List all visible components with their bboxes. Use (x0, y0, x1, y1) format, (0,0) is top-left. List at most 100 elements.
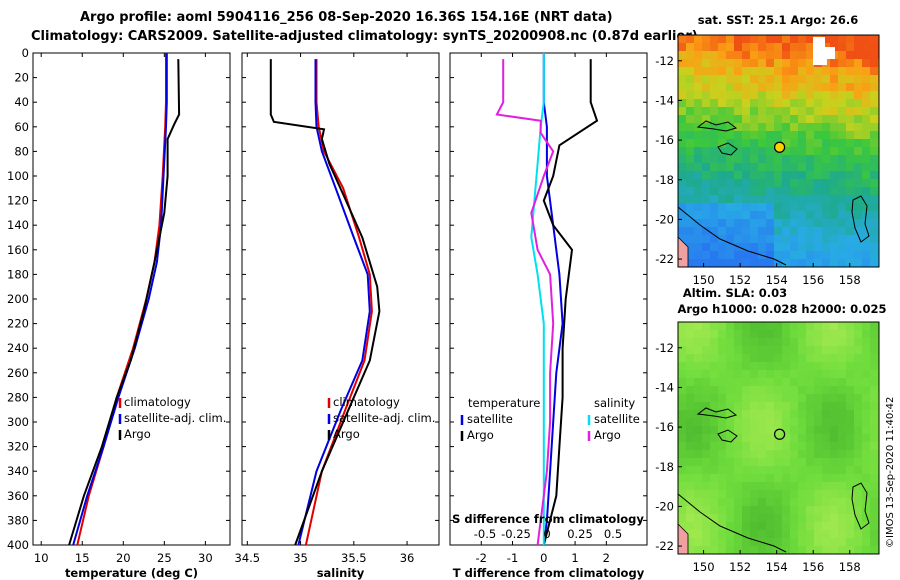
sla-cell (758, 442, 767, 451)
sst-cell (814, 115, 823, 124)
sla-cell (718, 418, 727, 427)
sla-cell (806, 458, 815, 467)
sst-cell (846, 179, 855, 188)
sst-cell (686, 163, 695, 172)
sla-cell (854, 514, 863, 523)
sla-cell (734, 346, 743, 355)
sla-cell (854, 370, 863, 379)
sst-cell (726, 147, 735, 156)
sst-cell (854, 51, 863, 60)
sla-cell (702, 402, 711, 411)
sst-cell (678, 195, 687, 204)
sla-cell (838, 546, 847, 554)
sst-cell (742, 155, 751, 164)
sst-cell (798, 163, 807, 172)
sst-cell (694, 35, 703, 44)
sla-cell (862, 426, 871, 435)
sla-cell (854, 322, 863, 331)
sst-cell (710, 67, 719, 76)
sst-cell (870, 243, 879, 252)
sst-cell (702, 251, 711, 260)
sst-cell (734, 147, 743, 156)
sla-cell (854, 490, 863, 499)
sst-cell (678, 99, 687, 108)
sla-cell (790, 490, 799, 499)
sla-cell (686, 394, 695, 403)
sla-cell (790, 498, 799, 507)
sst-cell (758, 51, 767, 60)
sla-cell (702, 466, 711, 475)
sla-cell (870, 434, 879, 443)
sst-cell (798, 139, 807, 148)
sla-cell (782, 418, 791, 427)
sst-cell (830, 235, 839, 244)
sst-cell (838, 163, 847, 172)
sst-cell (734, 251, 743, 260)
sst-cell (846, 51, 855, 60)
sst-cell (822, 235, 831, 244)
sla-cell (702, 426, 711, 435)
sst-cell (782, 155, 791, 164)
sla-cell (702, 322, 711, 331)
sla-cell (862, 538, 871, 547)
sla-cell (758, 402, 767, 411)
sst-cell (870, 43, 879, 52)
sla-cell (790, 442, 799, 451)
sla-cell (774, 482, 783, 491)
sla-cell (718, 474, 727, 483)
sla-cell (838, 450, 847, 459)
sla-cell (806, 490, 815, 499)
sla-cell (854, 354, 863, 363)
series-line-temperature-satellite (542, 53, 564, 546)
sst-cell (774, 131, 783, 140)
sst-cell (766, 163, 775, 172)
sla-cell (678, 402, 687, 411)
sst-cell (750, 131, 759, 140)
sla-cell (798, 482, 807, 491)
sla-cell (686, 410, 695, 419)
sst-cell (702, 243, 711, 252)
sst-cell (854, 75, 863, 84)
sst-cell (726, 155, 735, 164)
sst-cell (822, 67, 831, 76)
sst-cell (798, 227, 807, 236)
sst-cell (734, 203, 743, 212)
sla-cell (686, 426, 695, 435)
sla-cell (758, 330, 767, 339)
sla-cell (710, 466, 719, 475)
sla-cell (734, 426, 743, 435)
legend-entry: Argo (594, 428, 621, 442)
sst-cell (870, 219, 879, 228)
sla-cell (862, 442, 871, 451)
sla-cell (798, 354, 807, 363)
sst-cell (686, 203, 695, 212)
sla-cell (726, 498, 735, 507)
sla-cell (718, 466, 727, 475)
sla-cell (806, 466, 815, 475)
sst-cell (710, 43, 719, 52)
sla-cell (774, 394, 783, 403)
sst-cell (806, 43, 815, 52)
sst-cell (678, 59, 687, 68)
sst-cell (710, 211, 719, 220)
sla-cell (774, 354, 783, 363)
sst-cell (750, 35, 759, 44)
sla-cell (694, 322, 703, 331)
sst-cell (718, 155, 727, 164)
coastline (696, 120, 738, 132)
sst-cell (798, 211, 807, 220)
series-line-argo (68, 59, 181, 546)
sst-cell (838, 219, 847, 228)
sla-cell (822, 474, 831, 483)
sla-cell (862, 530, 871, 539)
sla-cell (782, 538, 791, 547)
sla-cell (862, 482, 871, 491)
sla-cell (710, 386, 719, 395)
sst-cell (846, 227, 855, 236)
sla-cell (790, 394, 799, 403)
sst-cell (766, 91, 775, 100)
sst-cell (734, 107, 743, 116)
sla-cell (854, 434, 863, 443)
sla-cell (790, 370, 799, 379)
sla-cell (758, 450, 767, 459)
